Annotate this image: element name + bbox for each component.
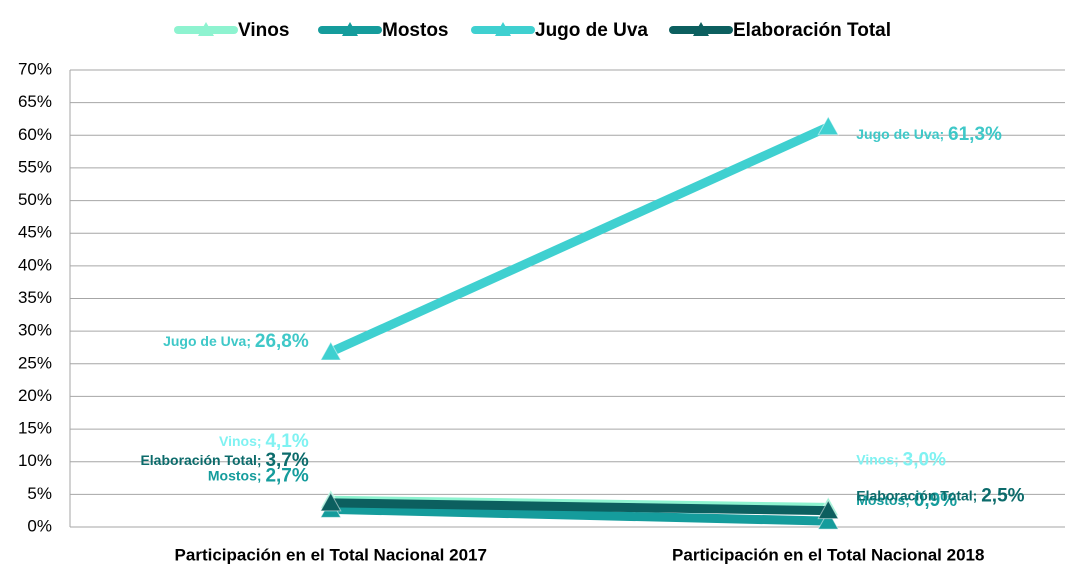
y-tick-label: 70% bbox=[18, 59, 52, 78]
x-tick-label: Participación en el Total Nacional 2018 bbox=[672, 545, 984, 564]
y-tick-label: 5% bbox=[27, 484, 52, 503]
y-tick-label: 55% bbox=[18, 157, 52, 176]
point-marker bbox=[817, 499, 840, 520]
legend-label: Elaboración Total bbox=[733, 20, 891, 41]
legend-label: Mostos bbox=[382, 20, 449, 41]
y-tick-label: 65% bbox=[18, 92, 52, 111]
y-tick-label: 25% bbox=[18, 353, 52, 372]
y-tick-label: 60% bbox=[18, 125, 52, 144]
legend-marker bbox=[693, 22, 709, 36]
y-tick-label: 0% bbox=[27, 516, 52, 535]
x-tick-label: Participación en el Total Nacional 2017 bbox=[175, 545, 487, 564]
series-line bbox=[326, 122, 833, 357]
y-tick-label: 40% bbox=[18, 255, 52, 274]
point-marker bbox=[319, 491, 342, 512]
point-marker bbox=[817, 115, 840, 136]
data-label: Mostos; 0,9% bbox=[856, 490, 957, 511]
legend-marker bbox=[342, 22, 358, 36]
data-label: Vinos; 3,0% bbox=[856, 449, 946, 470]
y-tick-label: 50% bbox=[18, 190, 52, 209]
data-label: Mostos; 2,7% bbox=[208, 465, 309, 486]
point-marker bbox=[319, 341, 342, 361]
legend-marker bbox=[198, 22, 214, 36]
y-tick-label: 35% bbox=[18, 288, 52, 307]
legend-label: Jugo de Uva bbox=[535, 20, 648, 41]
y-tick-label: 15% bbox=[18, 419, 52, 438]
data-label: Jugo de Uva; 61,3% bbox=[856, 124, 1002, 145]
y-tick-label: 20% bbox=[18, 386, 52, 405]
y-tick-label: 45% bbox=[18, 223, 52, 242]
y-tick-label: 30% bbox=[18, 321, 52, 340]
point-marker bbox=[817, 510, 840, 530]
legend-marker bbox=[495, 22, 511, 36]
data-label: Elaboración Total; 2,5% bbox=[856, 486, 1024, 507]
data-label: Vinos; 4,1% bbox=[219, 431, 309, 452]
y-tick-label: 10% bbox=[18, 451, 52, 470]
series-line bbox=[326, 504, 833, 526]
data-label: Elaboración Total; 3,7% bbox=[140, 450, 308, 471]
series-line bbox=[326, 498, 833, 516]
legend-label: Vinos bbox=[238, 20, 289, 41]
data-label: Jugo de Uva; 26,8% bbox=[163, 331, 309, 352]
